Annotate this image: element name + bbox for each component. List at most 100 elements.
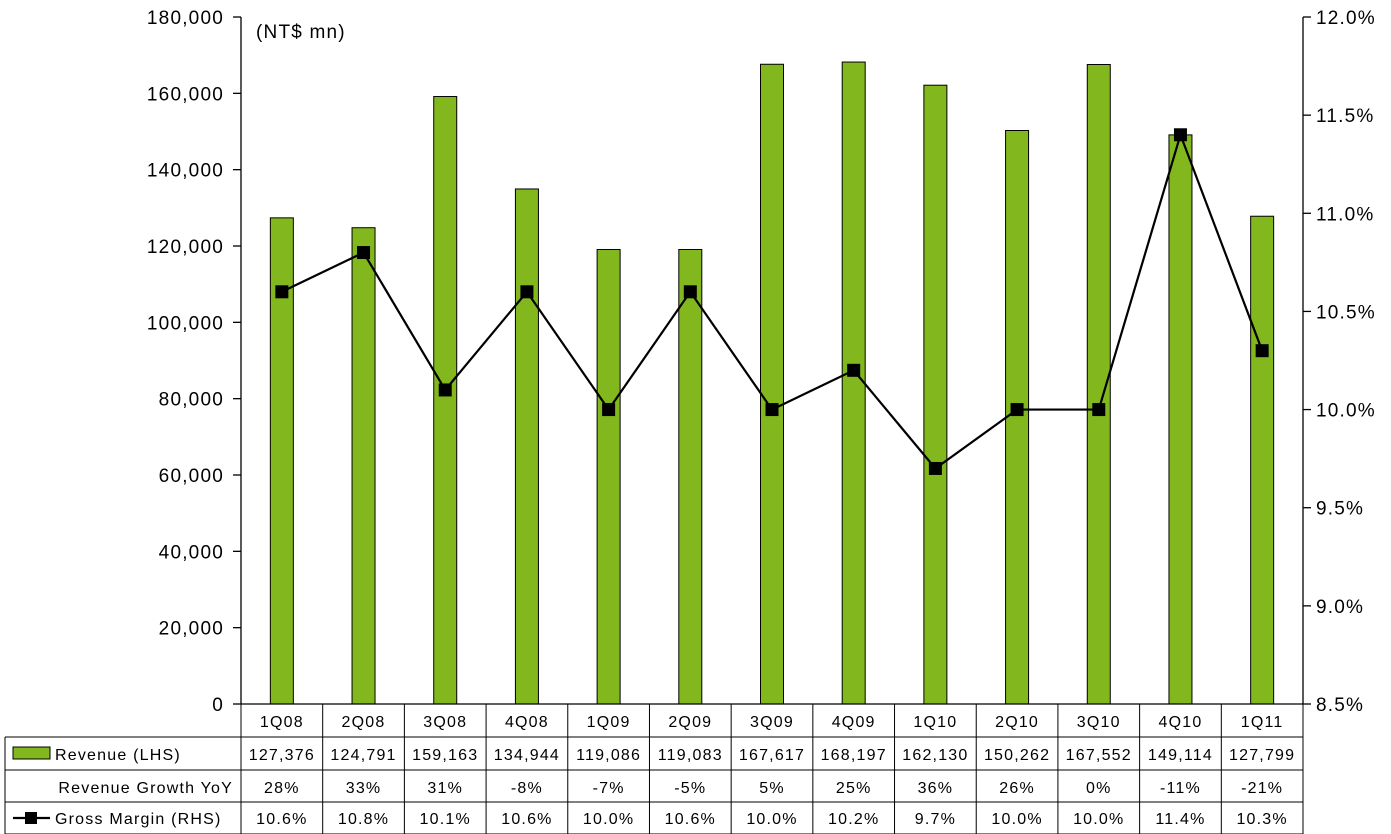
category-label: 3Q08 (423, 714, 467, 731)
gross-margin-value: 10.6% (665, 811, 716, 828)
right-tick-label: 8.5% (1316, 695, 1364, 716)
revenue-value: 162,130 (902, 747, 968, 764)
gross-margin-marker (1092, 403, 1106, 417)
revenue-value: 124,791 (330, 747, 396, 764)
left-tick-label: 160,000 (147, 84, 224, 105)
growth-value: -8% (511, 780, 543, 797)
left-tick-label: 120,000 (147, 237, 224, 258)
revenue-bar (514, 188, 539, 705)
category-label: 2Q10 (995, 714, 1039, 731)
category-label: 4Q10 (1158, 714, 1202, 731)
right-tick-label: 11.5% (1316, 106, 1374, 127)
revenue-bar (596, 248, 621, 705)
gross-margin-marker (1010, 403, 1024, 417)
revenue-value: 127,376 (249, 747, 315, 764)
revenue-bar (1005, 130, 1030, 705)
category-label: 1Q08 (260, 714, 304, 731)
growth-value: 31% (427, 780, 463, 797)
revenue-value: 119,086 (576, 747, 641, 764)
gross-margin-marker (520, 285, 534, 299)
legend-gross-margin-marker (25, 812, 37, 824)
left-tick-label: 0 (212, 695, 224, 716)
gross-margin-marker (765, 403, 779, 417)
growth-value: 0% (1086, 780, 1112, 797)
gross-margin-value: 10.6% (501, 811, 552, 828)
left-tick-label: 40,000 (159, 542, 224, 563)
gross-margin-value: 10.0% (746, 811, 797, 828)
gross-margin-value: 11.4% (1155, 811, 1205, 828)
growth-value: 5% (759, 780, 785, 797)
growth-value: -21% (1241, 780, 1283, 797)
gross-margin-marker (1173, 128, 1187, 142)
gross-margin-marker (928, 461, 942, 475)
right-tick-label: 9.0% (1316, 597, 1364, 618)
gross-margin-value: 10.0% (583, 811, 634, 828)
left-tick-label: 60,000 (159, 466, 224, 487)
gross-margin-value: 10.3% (1236, 811, 1287, 828)
gross-margin-marker (275, 285, 289, 299)
gross-margin-value: 10.0% (1073, 811, 1124, 828)
right-tick-label: 12.0% (1316, 8, 1376, 29)
category-label: 4Q08 (505, 714, 549, 731)
gross-margin-value: 10.2% (828, 811, 879, 828)
revenue-value: 134,944 (494, 747, 560, 764)
revenue-value: 167,552 (1066, 747, 1132, 764)
growth-value: 36% (918, 780, 954, 797)
revenue-bar (1168, 134, 1193, 705)
left-tick-label: 80,000 (159, 390, 224, 411)
left-tick-label: 20,000 (159, 619, 224, 640)
revenue-value: 127,799 (1229, 747, 1295, 764)
gross-margin-value: 9.7% (915, 811, 956, 828)
category-label: 2Q09 (668, 714, 712, 731)
legend-gross-margin-label: Gross Margin (RHS) (55, 811, 222, 828)
category-label: 4Q09 (832, 714, 876, 731)
legend-revenue-swatch (12, 746, 51, 760)
revenue-bar (433, 96, 458, 705)
gross-margin-marker (357, 246, 371, 260)
revenue-value: 150,262 (984, 747, 1050, 764)
gross-margin-marker (847, 363, 861, 377)
revenue-value: 168,197 (821, 747, 887, 764)
gross-margin-value: 10.0% (991, 811, 1042, 828)
revenue-bar (1250, 215, 1275, 705)
revenue-bar (678, 248, 703, 705)
category-label: 1Q10 (913, 714, 957, 731)
legend-revenue-label: Revenue (LHS) (55, 747, 181, 764)
category-label: 2Q08 (342, 714, 386, 731)
revenue-value: 119,083 (658, 747, 723, 764)
unit-label: (NT$ mn) (256, 22, 346, 43)
category-label: 1Q09 (587, 714, 631, 731)
category-label: 3Q09 (750, 714, 794, 731)
category-label: 3Q10 (1077, 714, 1121, 731)
growth-value: 33% (346, 780, 382, 797)
right-tick-label: 10.0% (1316, 401, 1376, 422)
gross-margin-value: 10.8% (338, 811, 389, 828)
revenue-bar (923, 84, 948, 705)
revenue-value: 167,617 (739, 747, 805, 764)
gross-margin-marker (1255, 344, 1269, 358)
gross-margin-marker (602, 403, 616, 417)
legend-growth-label: Revenue Growth YoY (58, 780, 233, 797)
revenue-bar (760, 63, 784, 705)
right-tick-label: 11.0% (1316, 204, 1374, 225)
gross-margin-value: 10.1% (420, 811, 471, 828)
growth-value: -5% (674, 780, 706, 797)
revenue-value: 159,163 (412, 747, 478, 764)
revenue-bar (351, 227, 376, 705)
left-tick-label: 140,000 (147, 161, 224, 182)
gross-margin-marker (683, 285, 697, 299)
right-tick-label: 10.5% (1316, 302, 1376, 323)
gross-margin-marker (438, 383, 452, 397)
growth-value: -11% (1160, 780, 1201, 797)
left-tick-label: 100,000 (147, 313, 224, 334)
revenue-value: 149,114 (1148, 747, 1213, 764)
category-label: 1Q11 (1241, 714, 1284, 731)
right-tick-label: 9.5% (1316, 499, 1364, 520)
left-tick-label: 180,000 (147, 8, 224, 29)
growth-value: 28% (264, 780, 300, 797)
growth-value: 25% (836, 780, 872, 797)
gross-margin-value: 10.6% (256, 811, 307, 828)
growth-value: 26% (999, 780, 1035, 797)
growth-value: -7% (593, 780, 625, 797)
